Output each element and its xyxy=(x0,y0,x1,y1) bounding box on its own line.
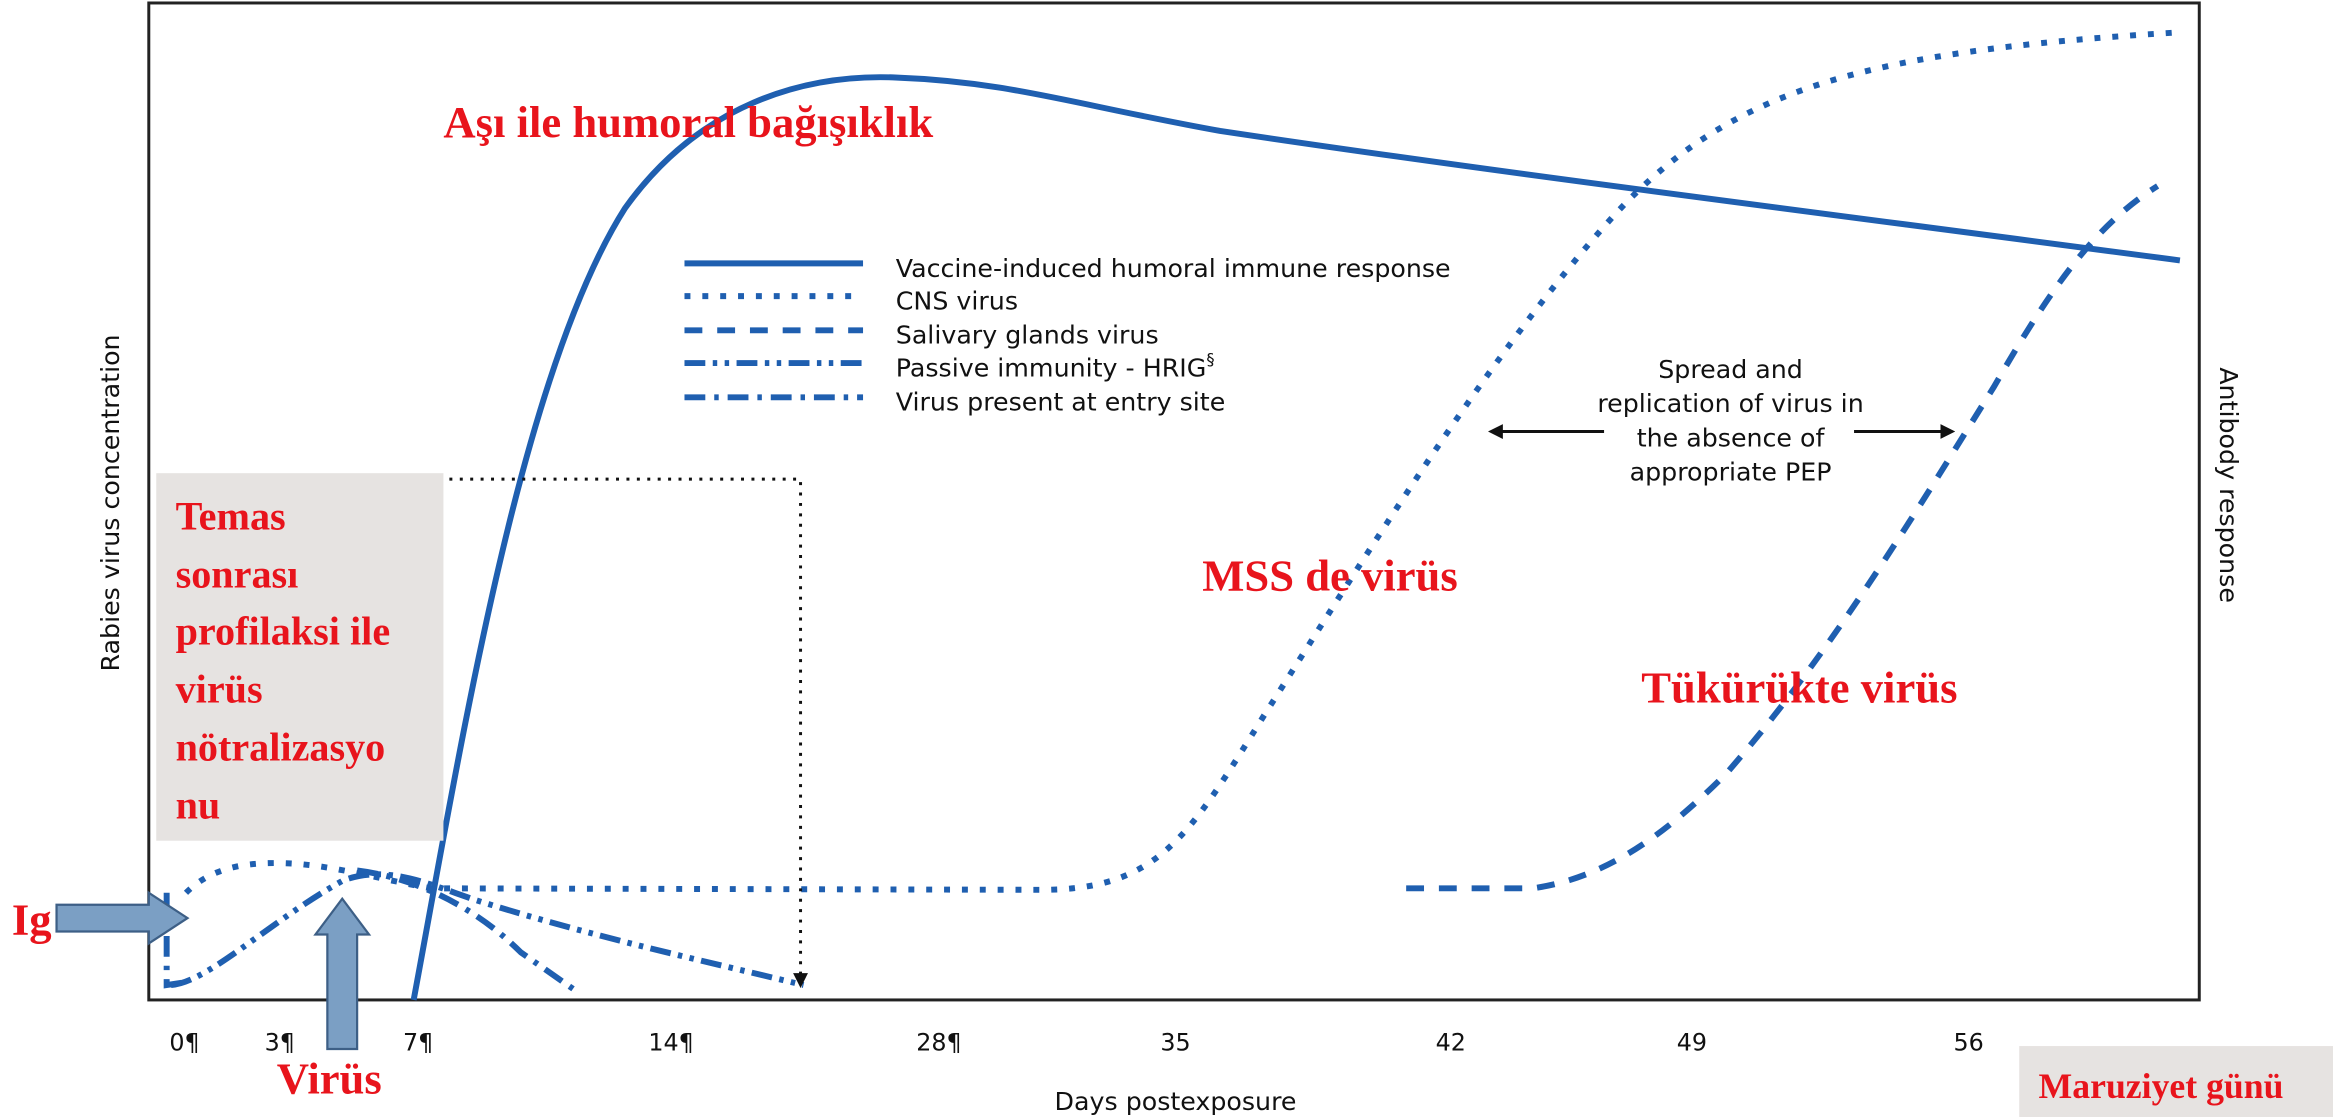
y-axis-label: Rabies virus concentration xyxy=(96,334,125,671)
legend-label: CNS virus xyxy=(896,287,1018,316)
vaccine-label: Aşı ile humoral bağışıklık xyxy=(443,97,933,147)
x-tick-label: 7¶ xyxy=(403,1029,433,1057)
pep-box-text: Temas sonrası profilaksi ile virüs nötra… xyxy=(176,494,391,828)
annotation-line: the absence of xyxy=(1637,423,1826,452)
cns-label: MSS de virüs xyxy=(1202,551,1457,601)
x-tick-label: 0¶ xyxy=(169,1029,199,1057)
legend-label: Virus present at entry site xyxy=(896,388,1226,417)
pep-line: profilaksi ile xyxy=(176,608,391,653)
plot-frame xyxy=(147,1,2201,1002)
x-tick-label: 49 xyxy=(1677,1029,1707,1057)
footnote: § xyxy=(1206,350,1214,369)
annotation: Spread and replication of virus in the a… xyxy=(1597,355,1863,487)
passive-curve xyxy=(170,871,805,989)
x-ticks: 0¶ 3¶ 7¶ 14¶ 28¶ 35 42 49 56 Days postex… xyxy=(169,1029,1983,1117)
legend-label: Vaccine-induced humoral immune response xyxy=(896,254,1451,283)
saliva-label: Tükürükte virüs xyxy=(1641,662,1957,712)
vaccine-curve xyxy=(410,74,2181,1001)
legend: Vaccine-induced humoral immune response … xyxy=(896,254,1451,417)
ig-arrow xyxy=(55,890,190,946)
pep-line: nu xyxy=(176,782,221,827)
cns-curve xyxy=(183,29,2173,895)
annotation-line: appropriate PEP xyxy=(1630,458,1832,487)
pep-box-line xyxy=(178,477,808,989)
x-tick-label: 3¶ xyxy=(265,1029,295,1057)
annotation-line: replication of virus in xyxy=(1597,389,1863,418)
x-axis-label: Days postexposure xyxy=(1055,1087,1297,1116)
y2-axis-label: Antibody response xyxy=(2214,367,2243,603)
virus-label: Virüs xyxy=(277,1054,382,1104)
pep-box xyxy=(156,473,444,841)
virus-arrow xyxy=(313,896,372,1051)
saliva-curve xyxy=(1406,183,2160,892)
exposure-box xyxy=(2019,1046,2333,1117)
x-tick-label: 56 xyxy=(1953,1029,1983,1057)
x-tick-label: 14¶ xyxy=(648,1029,693,1057)
legend-label: Salivary glands virus xyxy=(896,321,1159,350)
pep-line: sonrası xyxy=(176,552,299,597)
pep-line: Temas xyxy=(176,494,286,539)
legend-label: Passive immunity - HRIG§ xyxy=(896,350,1215,383)
pep-line: virüs xyxy=(176,666,263,711)
content: Vaccine-induced humoral immune response … xyxy=(12,1,2333,1117)
ig-label: Ig xyxy=(12,894,52,944)
annotation-line: Spread and xyxy=(1658,355,1803,384)
pep-line: nötralizasyo xyxy=(176,724,386,769)
exposure-label: Maruziyet günü xyxy=(2039,1066,2284,1106)
x-tick-label: 28¶ xyxy=(916,1029,961,1057)
x-tick-label: 42 xyxy=(1436,1029,1466,1057)
legend-label: Passive immunity - HRIG xyxy=(896,353,1207,382)
x-tick-label: 35 xyxy=(1160,1029,1190,1057)
